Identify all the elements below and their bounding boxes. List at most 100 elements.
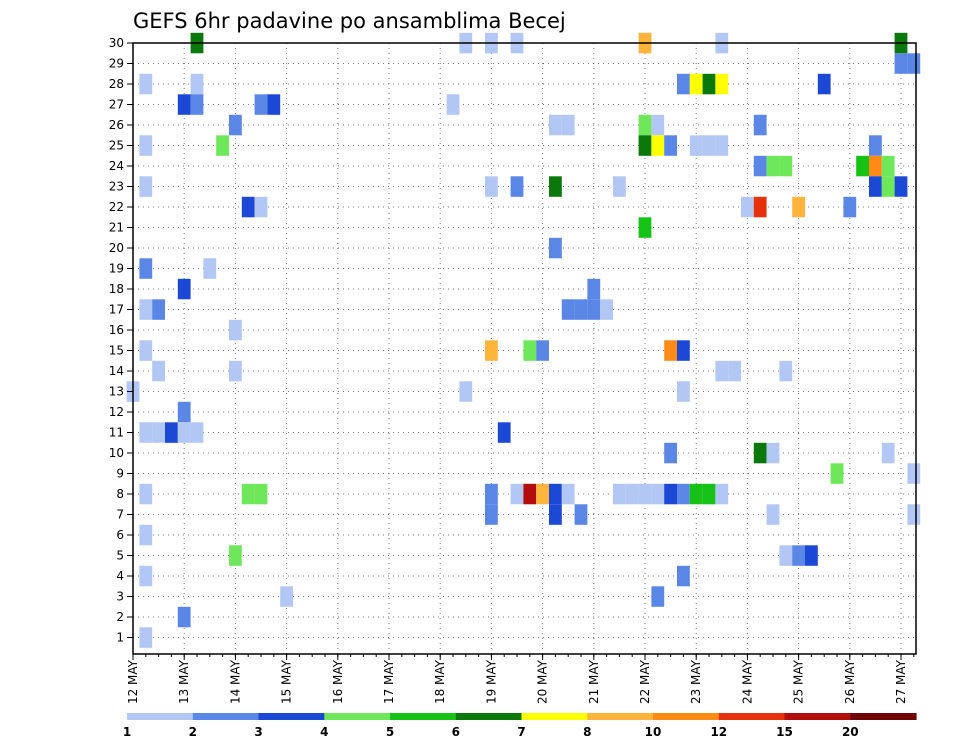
y-tick-label: 18 <box>109 282 124 296</box>
x-tick-label: 26 MAY <box>843 659 857 704</box>
y-axis: 1234567891011121314151617181920212223242… <box>109 36 133 645</box>
data-cell <box>753 155 767 177</box>
y-tick-label: 19 <box>109 262 124 276</box>
data-cell <box>574 504 588 525</box>
data-cell <box>497 422 511 443</box>
data-cell <box>446 94 460 115</box>
y-tick-label: 1 <box>116 631 124 645</box>
data-cell <box>702 483 716 505</box>
data-cell <box>728 360 741 382</box>
data-cell <box>664 483 677 505</box>
data-cell <box>613 176 626 197</box>
colorbar-label: 4 <box>320 725 328 739</box>
data-cell <box>510 483 524 505</box>
data-cell <box>613 483 626 505</box>
data-cell <box>485 176 498 197</box>
colorbar-label: 1 <box>123 725 131 739</box>
data-cell <box>753 442 767 464</box>
data-cell <box>165 422 178 443</box>
data-cell <box>715 360 729 382</box>
data-cell <box>549 176 562 197</box>
y-tick-label: 21 <box>109 221 124 235</box>
data-cell <box>689 483 703 505</box>
data-cell <box>574 299 588 320</box>
data-cell <box>561 114 575 136</box>
colorbar-swatch <box>521 713 588 720</box>
y-tick-label: 11 <box>109 426 124 440</box>
x-tick-label: 25 MAY <box>792 659 806 704</box>
y-tick-label: 3 <box>116 590 124 604</box>
x-tick-label: 16 MAY <box>331 659 345 704</box>
colorbar-swatch <box>192 713 260 720</box>
data-cell <box>139 340 153 361</box>
colorbar-label: 3 <box>254 725 262 739</box>
y-tick-label: 13 <box>109 385 124 399</box>
y-tick-label: 16 <box>109 323 124 337</box>
data-cell <box>177 606 191 628</box>
data-cell <box>139 422 153 443</box>
data-cell <box>894 176 908 197</box>
data-cell <box>715 483 729 505</box>
colorbar-swatch <box>127 713 194 720</box>
colorbar-label: 12 <box>710 725 727 739</box>
data-cell <box>177 94 191 115</box>
y-tick-label: 5 <box>116 549 124 563</box>
data-cell <box>766 442 780 464</box>
y-tick-label: 14 <box>109 364 124 378</box>
x-tick-label: 14 MAY <box>228 659 242 704</box>
data-cell <box>741 196 754 218</box>
y-tick-label: 6 <box>116 528 124 542</box>
data-cell <box>139 565 153 587</box>
data-cell <box>549 237 562 259</box>
data-cell <box>638 114 652 136</box>
colorbar-label: 10 <box>645 725 662 739</box>
data-cell <box>561 483 575 505</box>
data-cell <box>523 483 537 505</box>
data-cell <box>664 340 677 361</box>
colorbar-swatch <box>390 713 457 720</box>
colorbar-label: 5 <box>386 725 394 739</box>
data-cell <box>638 135 652 156</box>
data-cell <box>190 422 204 443</box>
colorbar-swatch <box>718 713 786 720</box>
colorbar-label: 8 <box>583 725 591 739</box>
data-cell <box>229 360 242 382</box>
data-cell <box>549 114 562 136</box>
data-cell <box>459 381 473 402</box>
data-cell <box>638 217 652 238</box>
data-cell <box>139 73 153 95</box>
data-cell <box>190 73 204 95</box>
data-cell <box>651 114 665 136</box>
data-cell <box>177 278 191 300</box>
data-cell <box>677 483 690 505</box>
colorbar-label: 2 <box>189 725 197 739</box>
y-tick-label: 17 <box>109 303 124 317</box>
data-cell <box>139 483 153 505</box>
data-cell <box>779 155 793 177</box>
data-cell <box>856 155 869 177</box>
data-cell <box>139 299 153 320</box>
y-tick-label: 10 <box>109 446 124 460</box>
x-axis: 12 MAY 13 MAY 14 MAY 15 MAY 16 MAY 17 MAY 18 M… <box>126 654 915 704</box>
data-cell <box>792 196 805 218</box>
colorbar-label: 20 <box>842 725 859 739</box>
x-tick-label: 13 MAY <box>177 659 191 704</box>
data-cell <box>485 504 498 525</box>
y-tick-label: 7 <box>116 508 124 522</box>
data-cell <box>280 586 293 607</box>
data-cell <box>229 319 242 341</box>
colorbar-legend: 1 2 3 4 5 6 7 8 10 12 15 20 <box>123 713 917 739</box>
data-cell <box>651 483 665 505</box>
data-cell <box>254 196 268 218</box>
data-cell <box>638 483 652 505</box>
colorbar-label: 6 <box>452 725 460 739</box>
data-cell <box>216 135 229 156</box>
data-cell <box>715 135 729 156</box>
x-tick-label: 19 MAY <box>484 659 498 704</box>
data-cell <box>177 422 191 443</box>
y-tick-label: 26 <box>109 118 124 132</box>
data-cell <box>485 340 498 361</box>
data-cell <box>664 442 677 464</box>
data-cell <box>677 381 690 402</box>
x-tick-label: 22 MAY <box>638 659 652 704</box>
